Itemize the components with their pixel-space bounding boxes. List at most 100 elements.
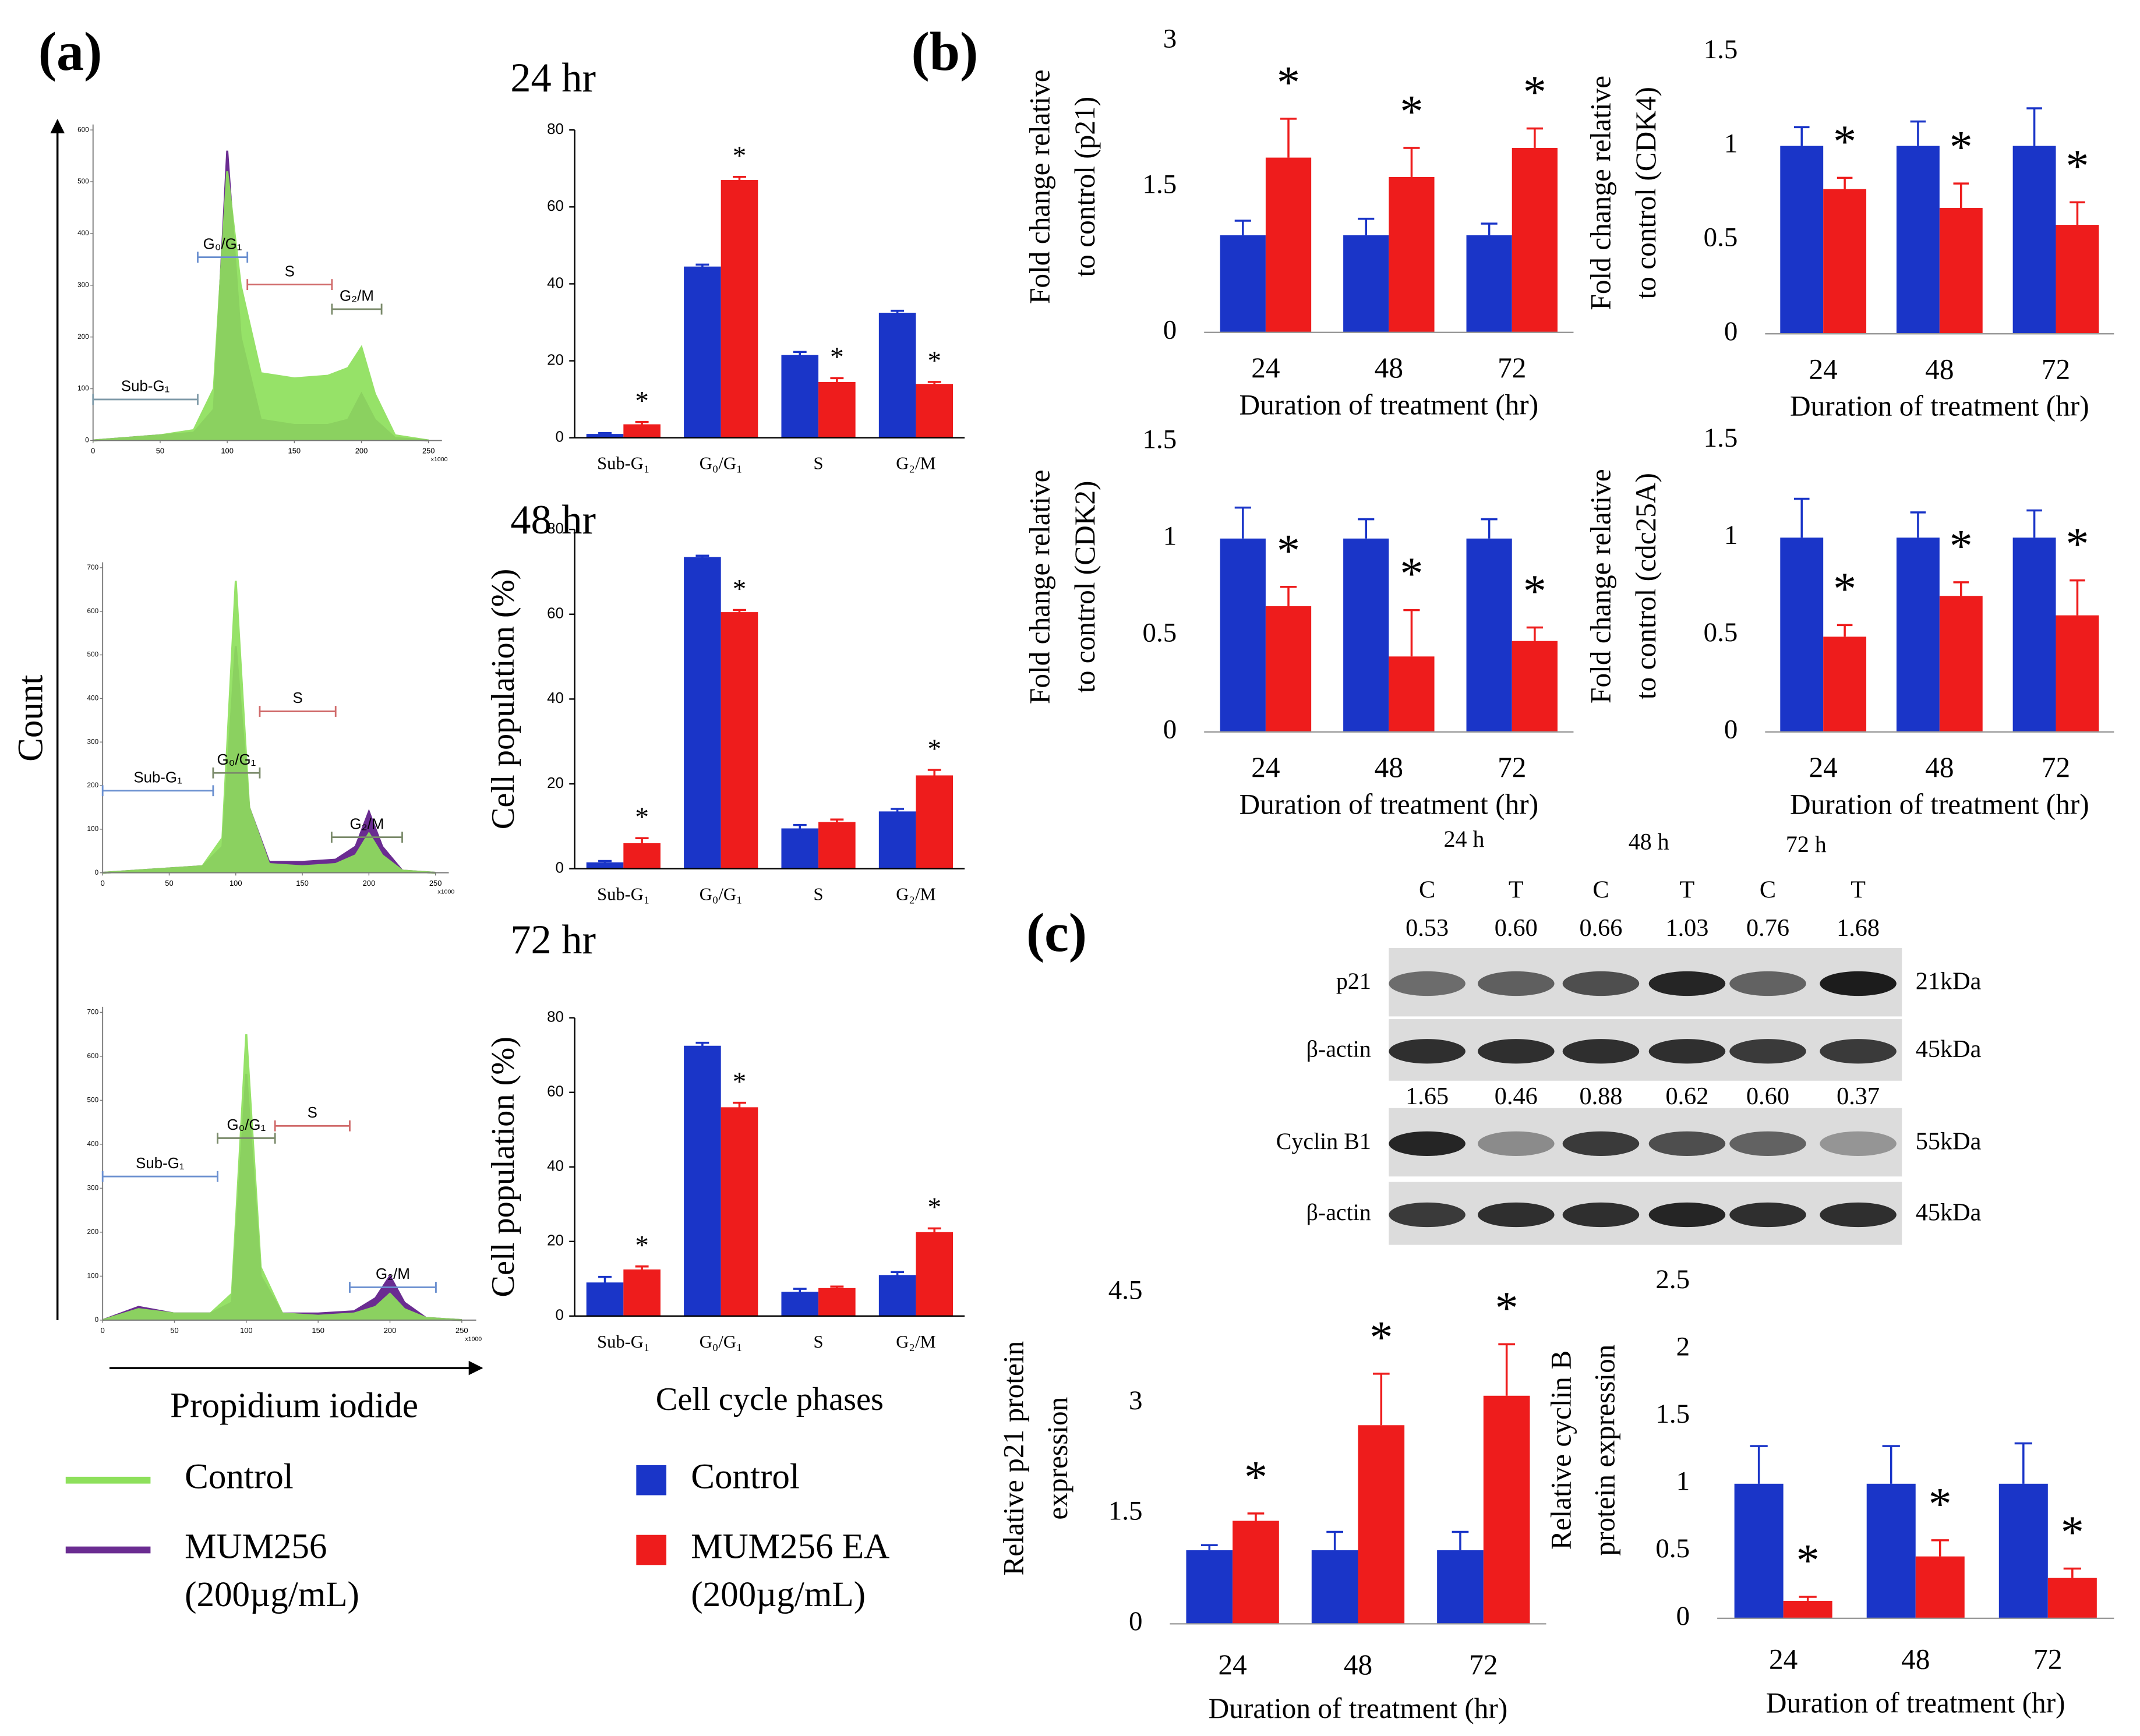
bar <box>1998 1483 2048 1618</box>
y-tick-label: 0.5 <box>1143 618 1177 648</box>
bar <box>781 828 819 869</box>
x-axis-label: Duration of treatment (hr) <box>1790 788 2089 820</box>
x-axis-label: Duration of treatment (hr) <box>1790 390 2089 422</box>
x-unit-label: x1000 <box>465 1336 482 1343</box>
significance-mark: * <box>635 386 648 416</box>
x-tick-label: 48 <box>1344 1649 1372 1681</box>
x-tick-label: 50 <box>165 879 173 888</box>
y-tick-label: 300 <box>87 738 99 745</box>
y-tick-label: 0 <box>1724 316 1738 347</box>
y-tick-label: 40 <box>547 690 564 706</box>
bar <box>1896 538 1940 732</box>
x-tick-label: 72 <box>1469 1649 1498 1681</box>
x-axis-label: Duration of treatment (hr) <box>1766 1687 2065 1719</box>
significance-mark: * <box>1369 1312 1393 1363</box>
x-tick-label: 24 <box>1769 1643 1798 1675</box>
bar <box>1358 1425 1405 1624</box>
blot-band <box>1820 1039 1897 1064</box>
y-tick-label: 1.5 <box>1143 169 1177 199</box>
y-tick-label: 0 <box>1724 715 1738 745</box>
significance-mark: * <box>635 1231 648 1261</box>
y-tick-label: 3 <box>1129 1385 1142 1416</box>
y-tick-label: 2 <box>1676 1331 1690 1362</box>
blot-band <box>1478 1131 1555 1156</box>
bar <box>878 811 916 869</box>
panel-label: (a) <box>38 22 103 82</box>
gate-label: G₀/G₁ <box>227 1117 266 1133</box>
y-tick-label: 4.5 <box>1108 1275 1143 1306</box>
x-tick-label: 72 <box>2033 1643 2062 1675</box>
legend-label: Control <box>691 1458 800 1497</box>
blot-band <box>1562 1202 1640 1228</box>
y-tick-label: 200 <box>77 333 89 341</box>
bar <box>623 1269 661 1316</box>
significance-mark: * <box>1277 57 1300 108</box>
significance-mark: * <box>927 346 941 376</box>
significance-mark: * <box>927 734 941 764</box>
blot-size-label: 45kDa <box>1916 1035 1982 1063</box>
y-tick-label: 1 <box>1724 520 1738 550</box>
x-tick-label: G₀/G₁ <box>700 1332 743 1352</box>
x-tick-label: 50 <box>156 447 164 455</box>
bar <box>916 1232 954 1316</box>
y-tick-label: 40 <box>547 1158 564 1175</box>
bar <box>1783 1600 1832 1618</box>
gate-label: Sub-G₁ <box>133 769 182 786</box>
blot-band <box>1389 971 1465 996</box>
density-label: 0.88 <box>1579 1083 1622 1110</box>
y-tick-label: 1.5 <box>1704 34 1738 65</box>
bar <box>2047 1578 2097 1618</box>
y-tick-label: 0 <box>1676 1601 1690 1631</box>
blot-band <box>1389 1131 1465 1156</box>
bar <box>721 1107 758 1316</box>
x-tick-label: 72 <box>1498 751 1526 783</box>
significance-mark: * <box>733 1067 746 1097</box>
y-tick-label: 1.5 <box>1704 423 1738 453</box>
y-tick-label: 0 <box>1163 715 1177 745</box>
x-tick-label: 250 <box>422 447 435 455</box>
bar <box>818 381 856 438</box>
bar <box>684 266 721 438</box>
x-tick-label: 72 <box>2042 751 2070 783</box>
density-label: 0.53 <box>1406 914 1449 942</box>
bar <box>1343 235 1389 333</box>
bar <box>916 384 954 438</box>
gate-label: S <box>308 1105 317 1121</box>
x-tick-label: 24 <box>1809 751 1838 783</box>
y-tick-label: 400 <box>87 1140 99 1148</box>
y-tick-label: 500 <box>87 1096 99 1104</box>
bar <box>2012 146 2056 334</box>
y-tick-label: 0.5 <box>1655 1533 1690 1564</box>
lane-label: T <box>1851 876 1866 903</box>
gate-label: S <box>285 263 295 280</box>
y-tick-label: 600 <box>77 126 89 133</box>
bar <box>1220 538 1266 732</box>
y-tick-label: 2.5 <box>1655 1264 1690 1295</box>
y-axis-label: Fold change relative <box>1584 76 1616 310</box>
blot-band <box>1562 1039 1640 1064</box>
x-tick-label: Sub-G₁ <box>597 885 649 904</box>
x-tick-label: Sub-G₁ <box>597 1332 649 1352</box>
x-tick-label: G₂/M <box>896 885 935 904</box>
y-tick-label: 40 <box>547 275 564 291</box>
y-axis-label: Count <box>12 675 51 762</box>
x-tick-label: G₂/M <box>896 454 935 473</box>
y-tick-label: 60 <box>547 198 564 214</box>
bar <box>1823 189 1867 334</box>
significance-mark: * <box>1400 86 1423 137</box>
significance-mark: * <box>1833 116 1856 167</box>
significance-mark: * <box>1277 525 1300 577</box>
bar <box>1265 606 1312 732</box>
bar <box>2012 538 2056 732</box>
significance-mark: * <box>1244 1452 1267 1503</box>
significance-mark: * <box>2061 1507 2084 1558</box>
bar <box>1343 538 1389 732</box>
y-axis-label: Fold change relative <box>1023 69 1055 304</box>
x-axis-label: Cell cycle phases <box>656 1381 884 1417</box>
density-label: 0.60 <box>1746 1083 1789 1110</box>
chart-title: 72 hr <box>510 917 596 963</box>
bar <box>1186 1550 1233 1624</box>
legend-label: Control <box>185 1458 294 1497</box>
blot-band <box>1820 1131 1897 1156</box>
